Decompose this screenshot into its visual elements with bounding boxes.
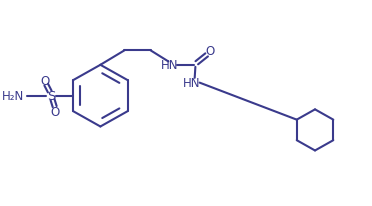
Text: HN: HN bbox=[161, 59, 179, 72]
Text: H₂N: H₂N bbox=[1, 90, 24, 103]
Text: S: S bbox=[47, 90, 55, 103]
Text: O: O bbox=[40, 74, 49, 87]
Text: HN: HN bbox=[183, 77, 201, 90]
Text: O: O bbox=[51, 105, 60, 118]
Text: O: O bbox=[206, 45, 215, 58]
